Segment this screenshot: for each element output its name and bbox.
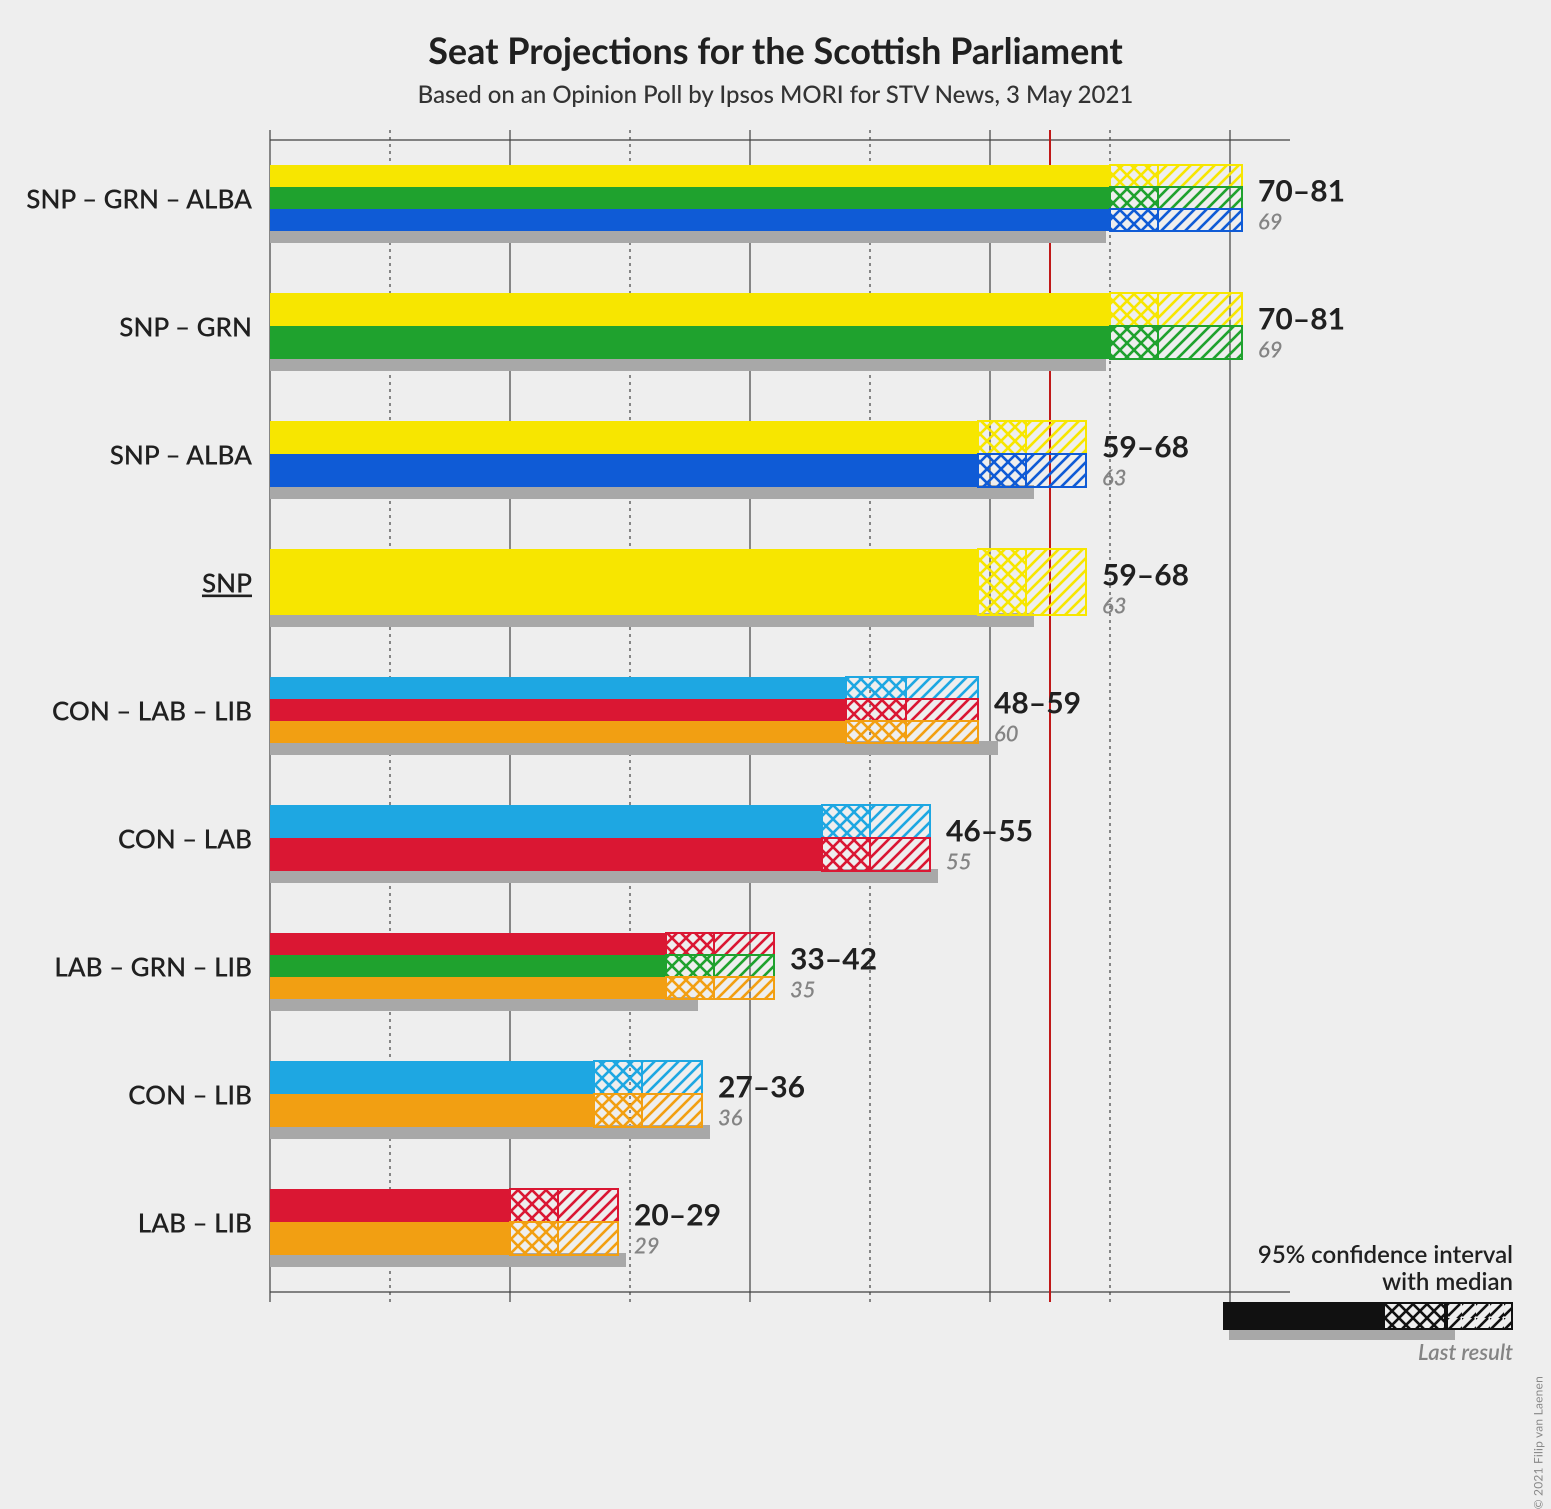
bar-row: LAB – LIB 20–2929 — [138, 1189, 721, 1267]
bar-crosshatch — [978, 454, 1026, 487]
bar-hatch — [1026, 549, 1086, 615]
bar-hatch — [1158, 326, 1242, 359]
bar-hatch — [1158, 187, 1242, 209]
last-result-bar — [270, 997, 698, 1011]
bar-solid — [270, 1061, 594, 1127]
last-value: 69 — [1258, 207, 1283, 234]
range-value: 48–59 — [994, 684, 1081, 720]
last-result-bar — [270, 229, 1106, 243]
bar-solid — [270, 933, 666, 999]
bar-hatch — [714, 955, 774, 977]
bar-hatch — [906, 699, 978, 721]
bar-solid — [270, 549, 978, 615]
bar-crosshatch — [1110, 187, 1158, 209]
range-value: 59–68 — [1102, 556, 1189, 592]
row-label: SNP – GRN — [119, 311, 252, 343]
bar-hatch — [642, 1061, 702, 1094]
row-label: LAB – LIB — [138, 1207, 252, 1239]
legend-solid-bar — [1223, 1302, 1383, 1330]
bar-row: CON – LAB – LIB 48–5960 — [52, 677, 1081, 755]
bar-row: CON – LIB 27–3636 — [128, 1061, 805, 1139]
bar-row: SNP 59–6863 — [202, 549, 1189, 627]
bar-hatch — [906, 721, 978, 743]
bar-hatch — [1158, 165, 1242, 187]
bar-crosshatch — [594, 1094, 642, 1127]
bar-solid — [270, 293, 1110, 359]
bar-crosshatch — [978, 421, 1026, 454]
row-label: SNP – GRN – ALBA — [26, 183, 252, 215]
bar-crosshatch — [594, 1061, 642, 1094]
range-value: 70–81 — [1258, 300, 1345, 336]
last-value: 63 — [1102, 463, 1127, 490]
seat-projection-chart: SNP – GRN – ALBA70–8169SNP – GRN70–8169S… — [0, 0, 1551, 1394]
bar-solid — [270, 165, 1110, 231]
range-value: 33–42 — [790, 940, 877, 976]
bar-hatch — [870, 838, 930, 871]
last-value: 29 — [634, 1231, 660, 1258]
last-value: 60 — [994, 719, 1019, 746]
bar-solid — [270, 805, 822, 871]
last-value: 35 — [790, 975, 816, 1002]
bar-solid — [270, 677, 846, 743]
legend-last-label: Last result — [1418, 1338, 1513, 1365]
last-value: 63 — [1102, 591, 1127, 618]
bar-hatch — [1158, 293, 1242, 326]
bar-hatch — [642, 1094, 702, 1127]
bar-crosshatch — [1110, 209, 1158, 231]
copyright-text: © 2021 Filip van Laenen — [1530, 1376, 1545, 1509]
bar-hatch — [1158, 209, 1242, 231]
bar-crosshatch — [1110, 326, 1158, 359]
bar-crosshatch — [822, 805, 870, 838]
last-result-bar — [270, 357, 1106, 371]
row-label: SNP — [202, 567, 252, 599]
bar-hatch — [714, 933, 774, 955]
bar-solid — [270, 421, 978, 487]
row-label: LAB – GRN – LIB — [54, 951, 252, 983]
bar-hatch — [558, 1189, 618, 1222]
legend-title-line2: with median — [1382, 1267, 1513, 1296]
bar-hatch — [1026, 454, 1086, 487]
bar-crosshatch — [846, 677, 906, 699]
last-value: 69 — [1258, 335, 1283, 362]
bar-solid — [270, 1189, 510, 1255]
bar-row: SNP – GRN – ALBA 70–8169 — [26, 165, 1345, 243]
bar-crosshatch — [1110, 293, 1158, 326]
legend-title-line1: 95% confidence interval — [1258, 1240, 1513, 1269]
bar-crosshatch — [1110, 165, 1158, 187]
range-value: 27–36 — [718, 1068, 805, 1104]
bar-crosshatch — [510, 1222, 558, 1255]
range-value: 70–81 — [1258, 172, 1345, 208]
bar-row: LAB – GRN – LIB 33–4235 — [54, 933, 877, 1011]
bar-hatch — [1026, 421, 1086, 454]
row-label: CON – LAB — [118, 823, 252, 855]
row-label: CON – LIB — [128, 1079, 252, 1111]
bar-hatch — [558, 1222, 618, 1255]
last-value: 55 — [946, 847, 972, 874]
last-result-bar — [270, 485, 1034, 499]
bar-crosshatch — [822, 838, 870, 871]
bar-crosshatch — [846, 699, 906, 721]
bar-row: CON – LAB 46–5555 — [118, 805, 1033, 883]
legend: 95% confidence interval with median Last… — [1213, 1241, 1513, 1352]
row-label: CON – LAB – LIB — [52, 695, 252, 727]
bar-row: SNP – GRN 70–8169 — [119, 293, 1345, 371]
bar-crosshatch — [846, 721, 906, 743]
bar-hatch — [870, 805, 930, 838]
bar-crosshatch — [666, 977, 714, 999]
range-value: 59–68 — [1102, 428, 1189, 464]
bar-row: SNP – ALBA 59–6863 — [110, 421, 1189, 499]
legend-cross-bar — [1383, 1302, 1447, 1330]
legend-hatch-bar — [1446, 1302, 1513, 1330]
bar-hatch — [906, 677, 978, 699]
bar-crosshatch — [666, 933, 714, 955]
range-value: 46–55 — [946, 812, 1033, 848]
last-result-bar — [270, 613, 1034, 627]
bar-crosshatch — [978, 549, 1026, 615]
bar-crosshatch — [510, 1189, 558, 1222]
last-value: 36 — [718, 1103, 743, 1130]
range-value: 20–29 — [634, 1196, 721, 1232]
bar-crosshatch — [666, 955, 714, 977]
row-label: SNP – ALBA — [110, 439, 252, 471]
bar-hatch — [714, 977, 774, 999]
